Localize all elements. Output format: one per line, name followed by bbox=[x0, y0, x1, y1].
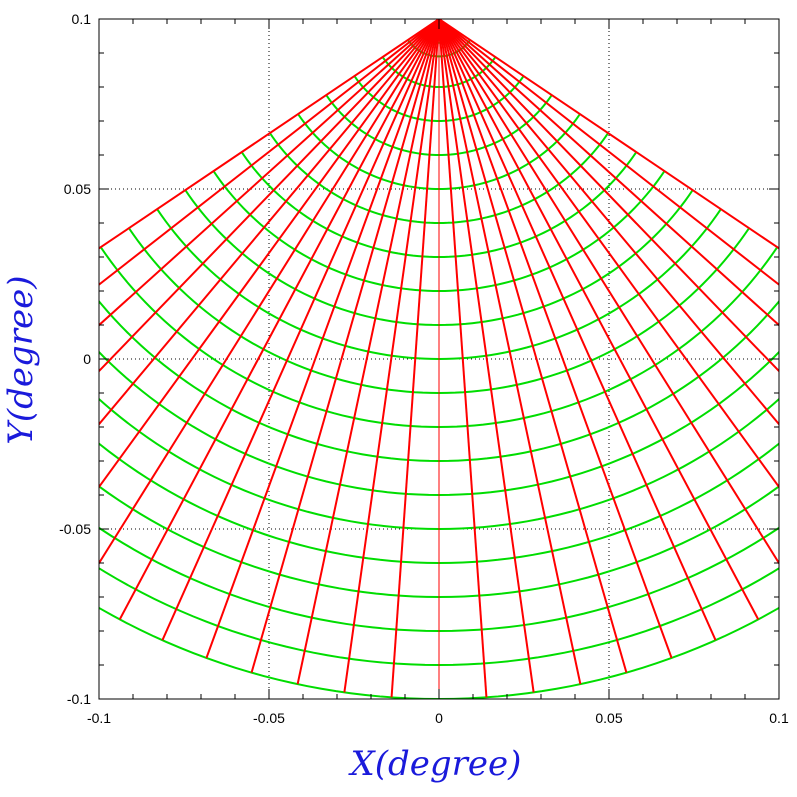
radial-line bbox=[99, 19, 440, 327]
radial-line bbox=[99, 19, 440, 286]
radial-line bbox=[99, 19, 440, 566]
radial-line bbox=[390, 19, 440, 698]
radial-line bbox=[438, 19, 779, 489]
radial-line bbox=[438, 19, 628, 673]
x-axis-title: X(degree) bbox=[348, 744, 522, 784]
radial-line bbox=[438, 19, 779, 327]
radial-line bbox=[438, 19, 582, 685]
axis-layer: -0.1 -0.05 0 0.05 0.1 -0.1 -0.05 0 0.05 0.1 bbox=[59, 11, 789, 726]
y-tick-label: 0.05 bbox=[64, 181, 91, 197]
radial-line bbox=[438, 19, 779, 426]
radial-line bbox=[296, 19, 440, 685]
radial-line bbox=[438, 19, 779, 250]
radial-line bbox=[161, 19, 440, 641]
radial-line bbox=[438, 19, 779, 286]
y-axis-title: Y(degree) bbox=[1, 275, 41, 444]
radial-line bbox=[438, 19, 779, 373]
y-tick-label: -0.05 bbox=[59, 521, 91, 537]
radial-line bbox=[99, 19, 440, 373]
y-tick-label: 0.1 bbox=[72, 11, 92, 27]
radial-line bbox=[438, 19, 779, 566]
x-tick-label: -0.1 bbox=[87, 710, 111, 726]
x-tick-label: -0.05 bbox=[253, 710, 285, 726]
radial-line bbox=[438, 19, 760, 620]
radial-line bbox=[118, 19, 440, 620]
x-tick-label: 0.1 bbox=[769, 710, 789, 726]
radial-line bbox=[205, 19, 440, 659]
y-tick-label: 0 bbox=[83, 351, 91, 367]
radial-line bbox=[438, 19, 673, 659]
radial-line bbox=[99, 19, 440, 426]
radial-line bbox=[343, 19, 440, 693]
x-tick-label: 0 bbox=[435, 710, 443, 726]
radial-line bbox=[99, 19, 440, 489]
radial-line bbox=[99, 19, 440, 250]
radial-line bbox=[438, 19, 717, 641]
data-layer bbox=[99, 19, 779, 699]
radial-line bbox=[250, 19, 440, 673]
x-tick-label: 0.05 bbox=[595, 710, 622, 726]
radial-line bbox=[438, 19, 535, 693]
radial-line bbox=[438, 19, 488, 698]
y-tick-label: -0.1 bbox=[67, 691, 91, 707]
